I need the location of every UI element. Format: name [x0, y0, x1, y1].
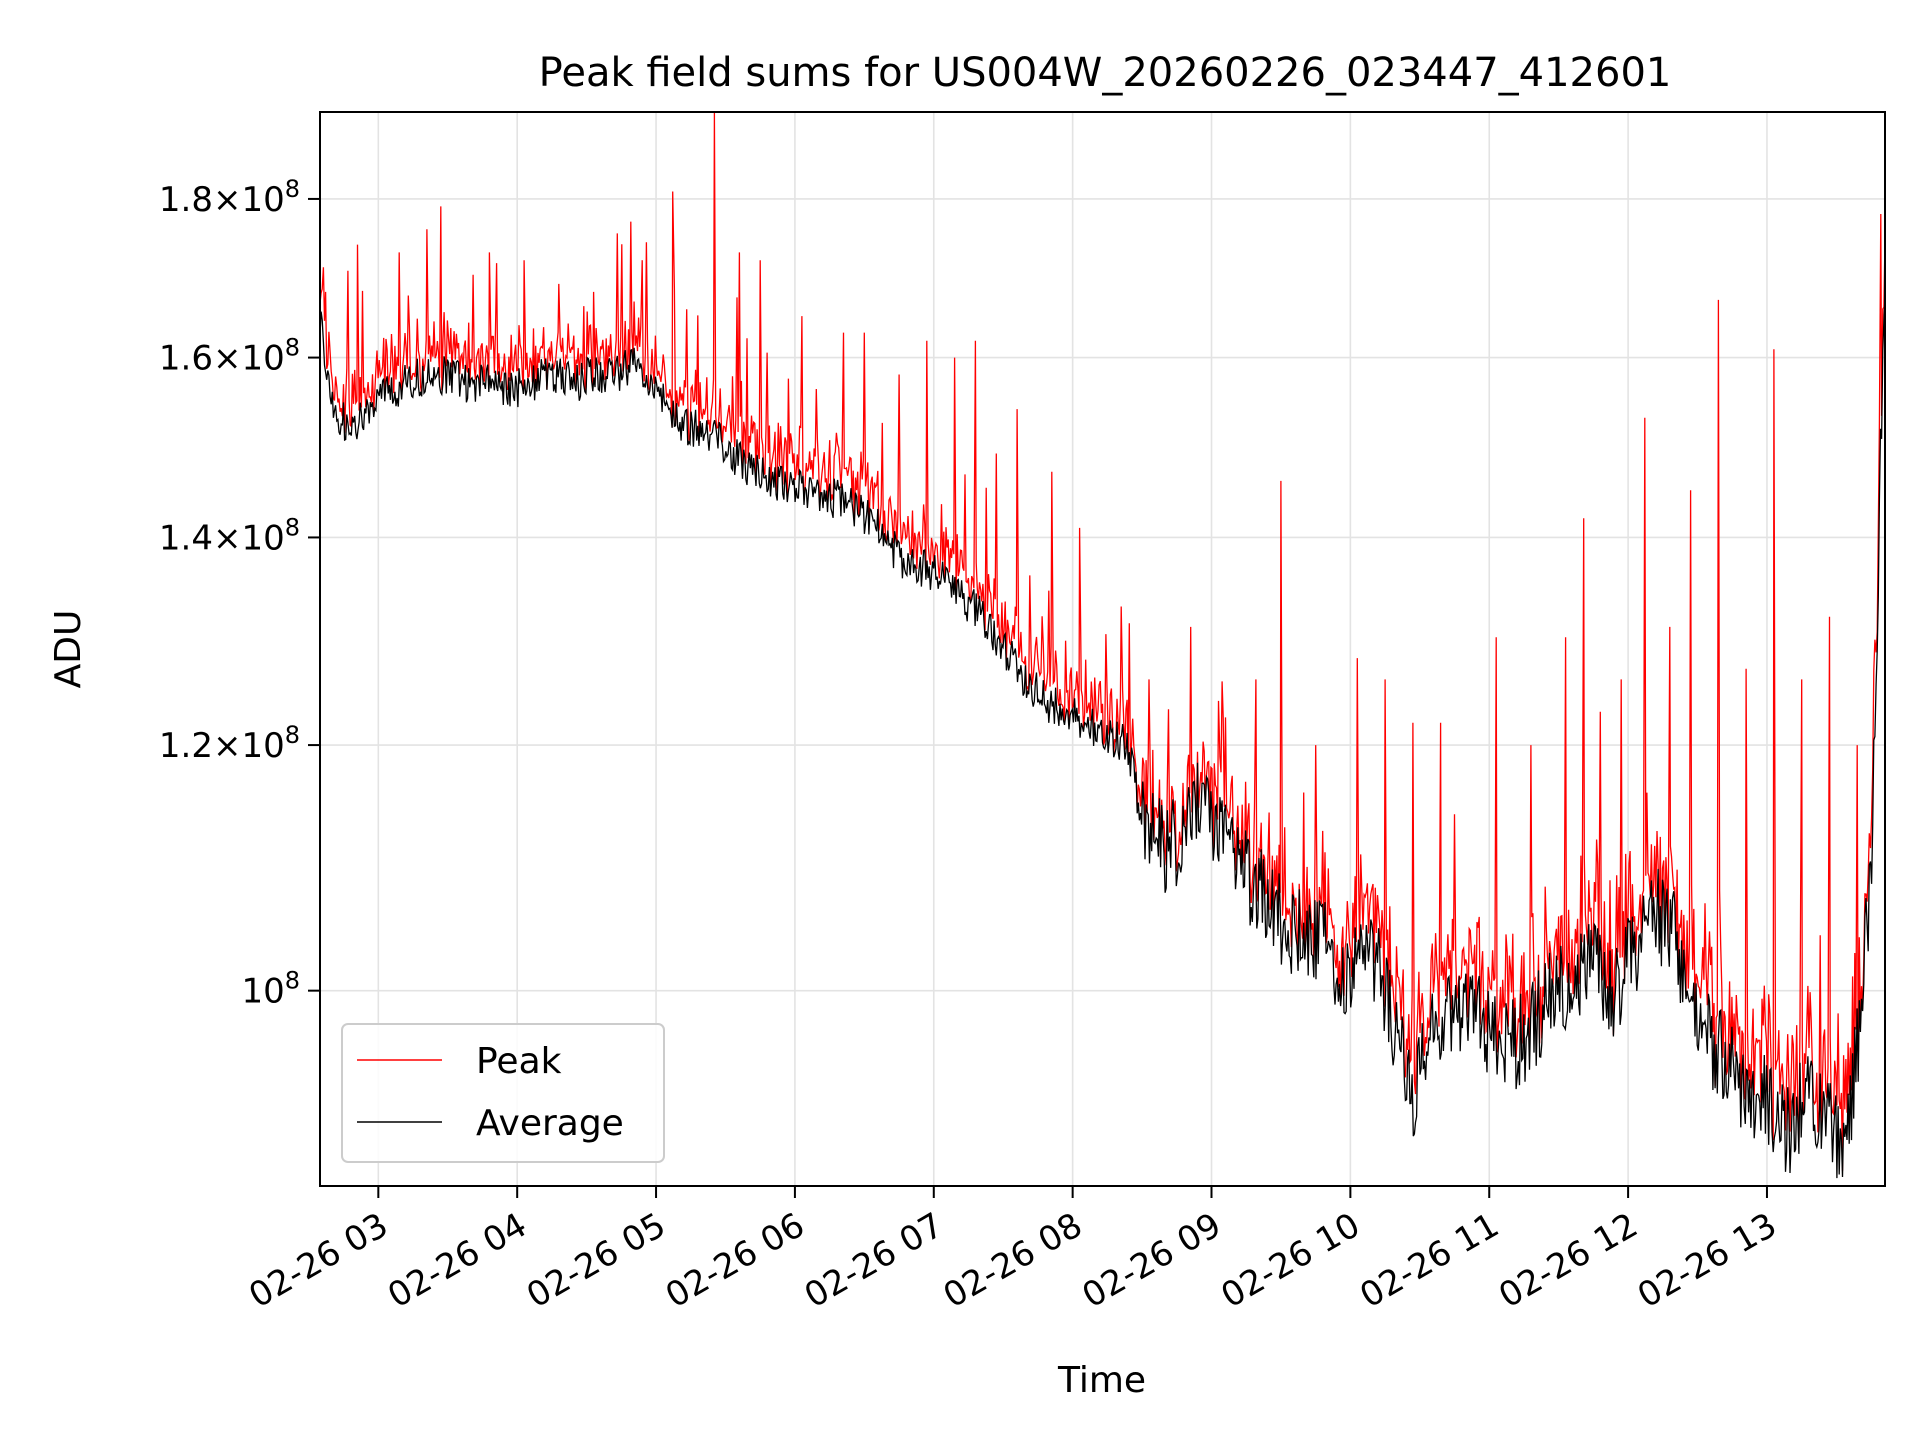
y-tick-label-4: 1.8×108	[159, 175, 300, 220]
legend-box	[341, 1023, 665, 1163]
series-line-average	[319, 296, 1886, 1179]
x-axis-label: Time	[1057, 1360, 1146, 1401]
series-layer	[319, 111, 1886, 1179]
legend: Peak Average	[341, 1023, 665, 1163]
y-tick-label-2: 1.4×108	[159, 513, 300, 558]
chart-title: Peak field sums for US004W_20260226_0234…	[539, 50, 1672, 96]
grid-lines	[320, 112, 1885, 1186]
y-axis-label: ADU	[48, 610, 89, 689]
legend-label-peak: Peak	[476, 1041, 562, 1082]
plot-area-frame	[319, 111, 1886, 1187]
y-axis: 108 1.2×108 1.4×108 1.6×108 1.8×108	[159, 175, 320, 1012]
y-tick-label-3: 1.6×108	[159, 334, 300, 379]
legend-label-average: Average	[476, 1103, 624, 1144]
y-tick-label-0: 108	[241, 967, 300, 1012]
series-line-peak	[319, 111, 1886, 1171]
y-tick-label-1: 1.2×108	[159, 721, 300, 766]
